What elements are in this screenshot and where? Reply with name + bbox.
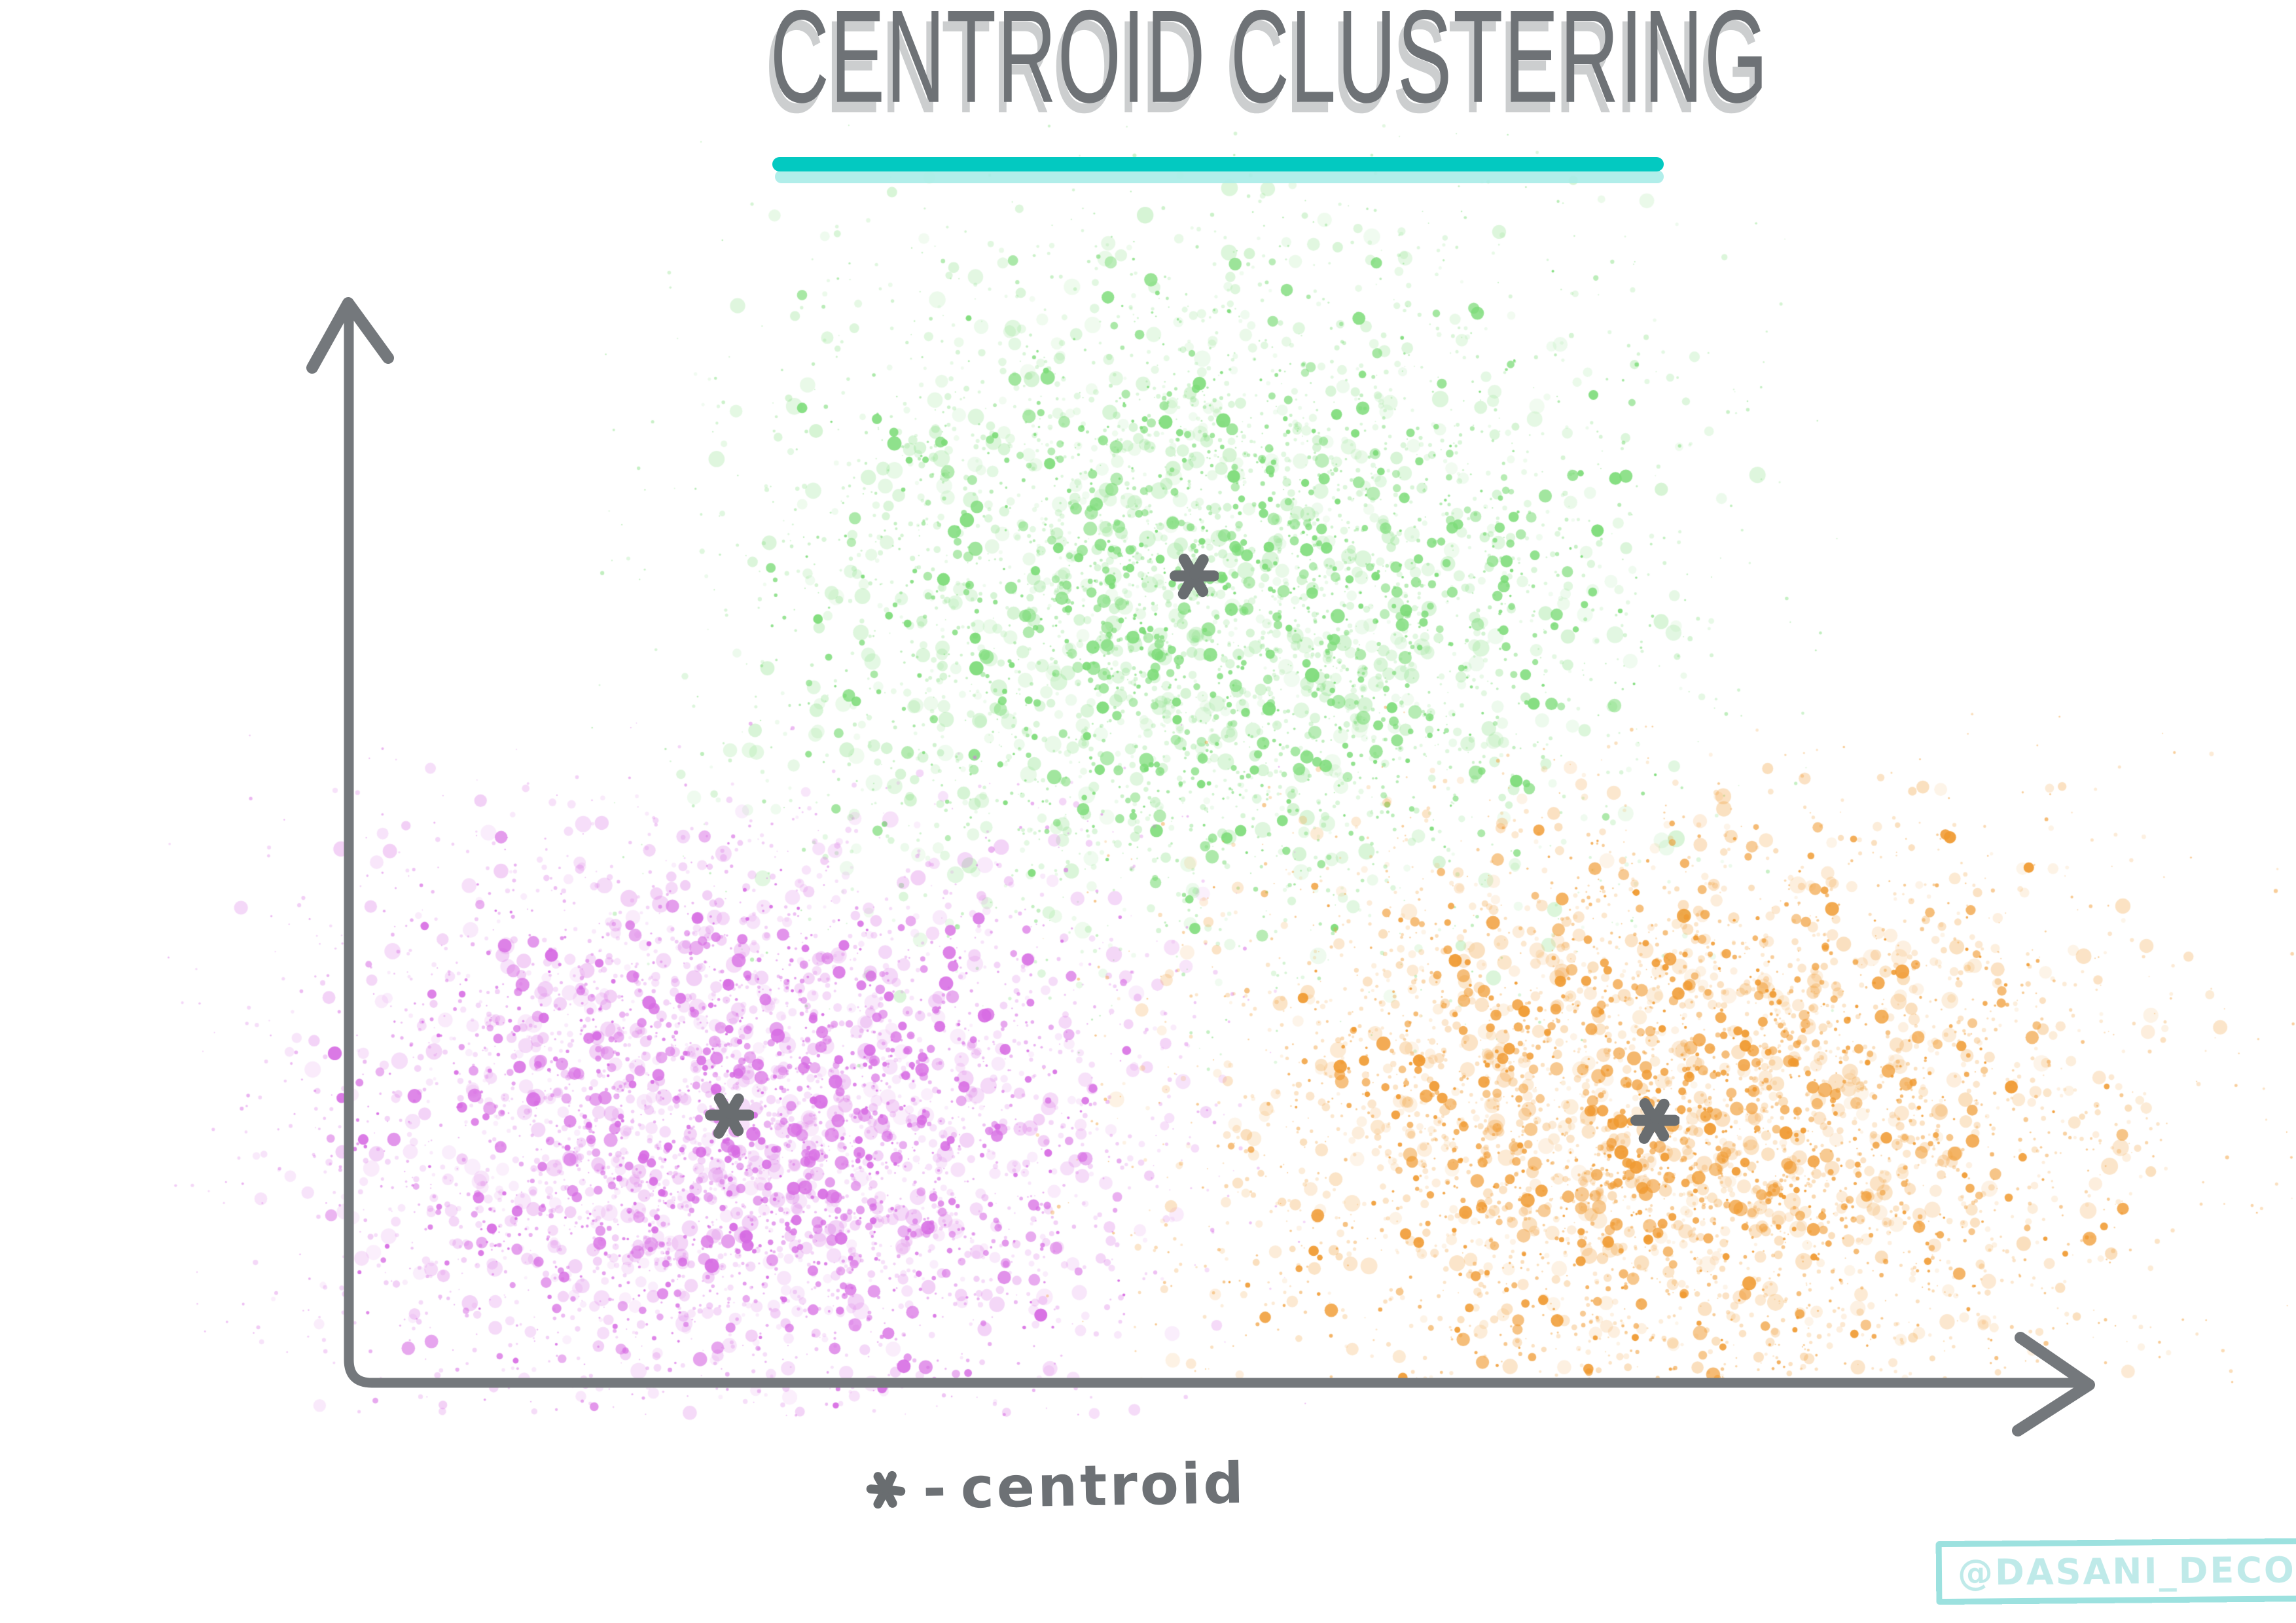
asterisk-icon [705,1093,755,1139]
centroid-marker [704,1090,755,1140]
title-underline [772,157,1664,171]
title-block: CENTROID CLUSTERING [707,0,1768,183]
title-underline-light [775,170,1664,183]
legend-separator: - [922,1455,950,1522]
legend: - centroid [865,1451,1247,1523]
centroid-marker [1169,551,1220,601]
centroid-marker [1630,1096,1681,1145]
watermark: @DASANI_DECODED [1935,1537,2296,1605]
x-axis-arrowhead-icon [2012,1332,2095,1436]
axis-lines [344,308,2087,1388]
asterisk-icon [1170,554,1220,599]
watermark-text: @DASANI_DECODED [1957,1548,2296,1594]
legend-text: - centroid [922,1451,1247,1522]
legend-label: centroid [960,1450,1247,1522]
page-title: CENTROID CLUSTERING [770,0,1769,131]
y-axis-arrowhead-icon [306,297,394,374]
asterisk-icon [1630,1098,1681,1144]
centroid-legend-icon [866,1471,906,1509]
